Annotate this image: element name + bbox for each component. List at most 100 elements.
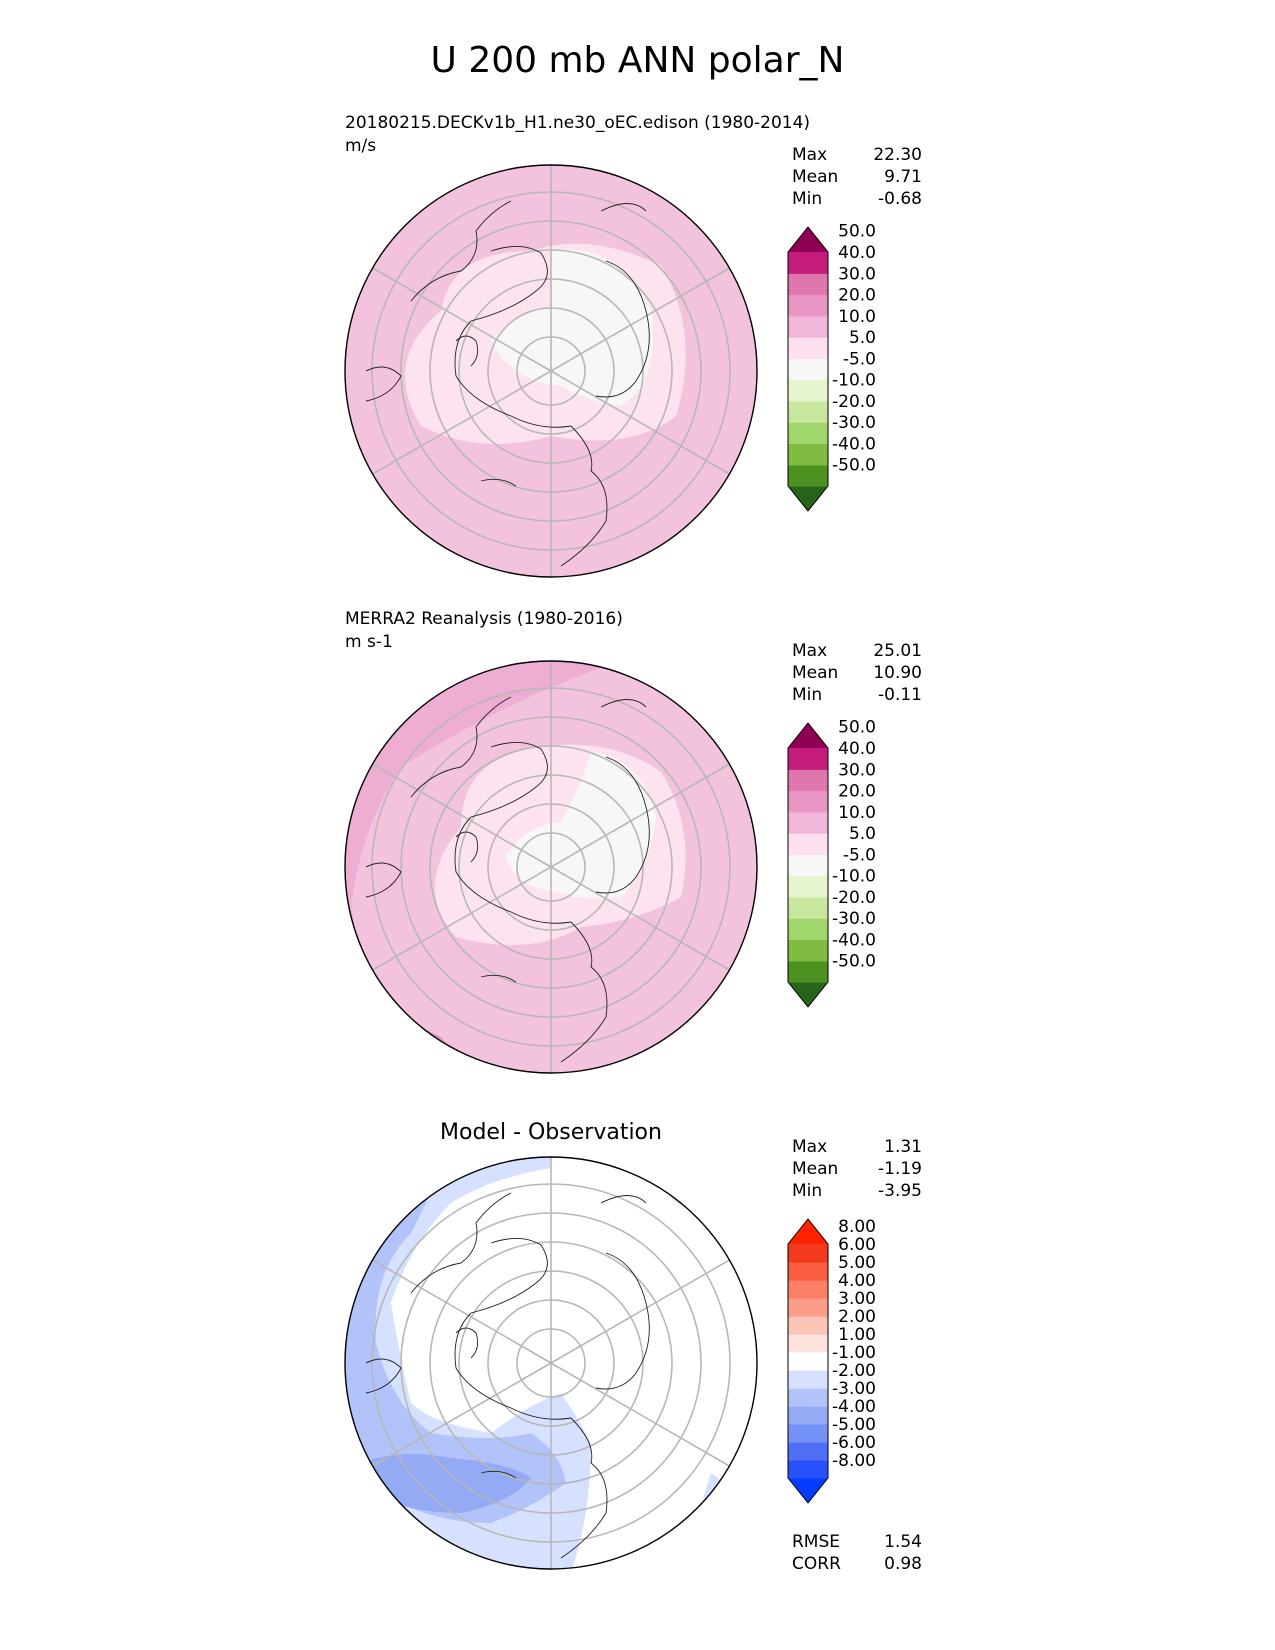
meridian-line — [550, 1259, 730, 1364]
colorbar-segment — [788, 1424, 828, 1443]
colorbar-segment — [788, 273, 828, 296]
colorbar-tick-label: -4.00 — [832, 1397, 876, 1417]
colorbar-tick-label: -5.0 — [843, 349, 876, 369]
test-stats-table: Max 22.30 Mean 9.71 Min -0.68 — [792, 144, 922, 210]
stat-value: 9.71 — [884, 167, 922, 187]
colorbar-tick-label: -50.0 — [832, 952, 876, 972]
difference-panel-title: Model - Observation — [440, 1120, 662, 1145]
colorbar-extend-max — [788, 1219, 828, 1244]
stat-rmse-row: RMSE 1.54 — [792, 1531, 922, 1553]
colorbar-segment — [788, 315, 828, 338]
colorbar-tick-label: 5.0 — [849, 824, 876, 844]
colorbar-segment — [788, 1262, 828, 1281]
colorbar-segment — [788, 1244, 828, 1263]
stat-label: RMSE — [792, 1532, 841, 1552]
colorbar-segment — [788, 294, 828, 317]
colorbar-tick-label: -40.0 — [832, 435, 876, 455]
difference-polar-map — [344, 1156, 758, 1570]
colorbar-tick-label: 20.0 — [838, 782, 876, 802]
colorbar-segment — [788, 1460, 828, 1479]
graticule — [371, 1157, 731, 1569]
colorbar-segment — [788, 896, 828, 919]
reference-panel-title: MERRA2 Reanalysis (1980-2016) — [345, 609, 623, 629]
meridian-line — [372, 267, 552, 372]
colorbar-segment — [788, 422, 828, 445]
colorbar-outline — [787, 1218, 829, 1504]
colorbar-segment — [788, 252, 828, 274]
colorbar-outline — [787, 722, 829, 1008]
meridian-line — [372, 763, 552, 868]
colorbar-segment — [788, 1388, 828, 1407]
stat-value: -3.95 — [878, 1181, 922, 1201]
field-contour — [361, 1454, 531, 1513]
colorbar-extend-min — [788, 982, 828, 1007]
colorbar-segment — [788, 1370, 828, 1389]
colorbar-segment — [788, 875, 828, 898]
colorbar-tick-label: 10.0 — [838, 803, 876, 823]
colorbar-tick-label: -3.00 — [832, 1379, 876, 1399]
difference-stats-table: Max 1.31 Mean -1.19 Min -3.95 — [792, 1136, 922, 1202]
stat-value: 1.54 — [884, 1532, 922, 1552]
colorbar-segment — [788, 1316, 828, 1335]
colorbar-tick-label: 50.0 — [838, 222, 876, 242]
stat-label: Mean — [792, 167, 839, 187]
colorbar-segment — [788, 1406, 828, 1425]
colorbar-segment — [788, 1298, 828, 1317]
reference-panel-units: m s-1 — [345, 632, 393, 652]
colorbar-tick-label: 4.00 — [838, 1271, 876, 1291]
graticule — [371, 165, 731, 577]
stat-label: Max — [792, 641, 828, 661]
colorbar-tick-label: -5.0 — [843, 845, 876, 865]
colorbar-extend-min — [788, 486, 828, 511]
colorbar-tick-label: 50.0 — [838, 718, 876, 738]
meridian-line — [550, 866, 730, 971]
stat-label: Min — [792, 189, 823, 209]
test-panel-title: 20180215.DECKv1b_H1.ne30_oEC.edison (198… — [345, 113, 811, 133]
meridian-line — [550, 370, 730, 475]
meridian-line — [372, 1362, 552, 1467]
field-contour — [671, 1173, 701, 1207]
colorbar-tick-label: -50.0 — [832, 456, 876, 476]
stat-value: -1.19 — [878, 1159, 922, 1179]
stat-label: Min — [792, 685, 823, 705]
colorbar-segment — [788, 854, 828, 877]
colorbar-segment — [788, 1280, 828, 1299]
stat-label: Max — [792, 1137, 828, 1157]
stat-min-row: Min -0.68 — [792, 188, 922, 210]
graticule — [371, 661, 731, 1073]
field-contour — [345, 1193, 566, 1523]
stat-value: 1.31 — [884, 1137, 922, 1157]
test-colorbar: -50.0-40.0-30.0-20.0-10.0-5.05.010.020.0… — [787, 222, 876, 512]
colorbar-segment — [788, 790, 828, 813]
colorbar-tick-label: 1.00 — [838, 1325, 876, 1345]
stat-mean-row: Mean 9.71 — [792, 166, 922, 188]
colorbar-outline — [787, 226, 829, 512]
colorbar-segment — [788, 811, 828, 834]
colorbar-segment — [788, 358, 828, 381]
colorbar-tick-label: -30.0 — [832, 909, 876, 929]
stat-label: Mean — [792, 1159, 839, 1179]
colorbar-segment — [788, 769, 828, 792]
stat-label: Max — [792, 145, 828, 165]
reference-colorbar: -50.0-40.0-30.0-20.0-10.0-5.05.010.020.0… — [787, 718, 876, 1008]
colorbar-extend-max — [788, 723, 828, 748]
colorbar-tick-label: -10.0 — [832, 867, 876, 887]
colorbar-extend-max — [788, 227, 828, 252]
colorbar-tick-label: 10.0 — [838, 307, 876, 327]
colorbar-extend-min — [788, 1478, 828, 1503]
stat-value: 0.98 — [884, 1554, 922, 1574]
colorbar-tick-label: -40.0 — [832, 931, 876, 951]
colorbar-segment — [788, 400, 828, 423]
meridian-line — [372, 866, 552, 971]
colorbar-tick-label: 6.00 — [838, 1235, 876, 1255]
stat-value: -0.11 — [878, 685, 922, 705]
colorbar-tick-label: -2.00 — [832, 1361, 876, 1381]
colorbar-segment — [788, 337, 828, 359]
colorbar-tick-label: 30.0 — [838, 760, 876, 780]
colorbar-tick-label: 40.0 — [838, 243, 876, 263]
colorbar-tick-label: 5.00 — [838, 1253, 876, 1273]
meridian-line — [550, 1362, 730, 1467]
coastlines — [365, 1192, 650, 1559]
colorbar-segment — [788, 833, 828, 855]
stat-min-row: Min -0.11 — [792, 684, 922, 706]
